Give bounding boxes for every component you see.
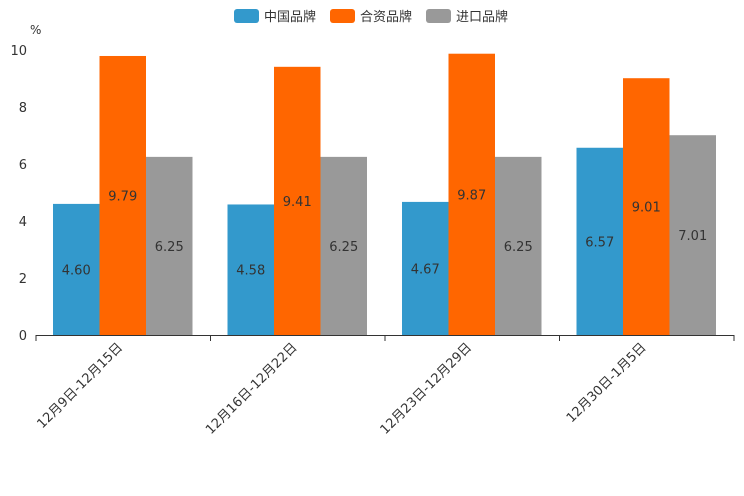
bar: [669, 135, 716, 335]
bar: [146, 156, 193, 335]
bar: [576, 147, 623, 335]
x-tick-label: 12月23日-12月29日: [378, 340, 475, 437]
data-label: 7.01: [678, 229, 707, 244]
x-tick-label: 12月30日-1月5日: [564, 340, 650, 426]
bar: [623, 78, 670, 335]
data-label: 9.01: [632, 201, 661, 216]
x-axis: 12月9日-12月15日 12月16日-12月22日 12月23日-12月29日 12…: [34, 335, 735, 438]
bars: 4.60 9.79 6.25 4.58 9.41 6.25 4.67 9.87 6.25 6.57…: [53, 53, 716, 336]
data-label: 6.57: [585, 235, 614, 250]
legend: 中国品牌 合资品牌 进口品牌: [234, 9, 508, 25]
data-label: 4.67: [411, 262, 440, 277]
data-label: 4.60: [62, 263, 91, 278]
bar: [274, 66, 321, 335]
y-tick-label: 6: [19, 158, 27, 173]
bar: [495, 156, 542, 335]
legend-swatch: [234, 9, 259, 23]
bar: [320, 156, 367, 335]
legend-swatch: [426, 9, 451, 23]
bar: [227, 204, 274, 335]
legend-swatch: [330, 9, 355, 23]
y-tick-label: 4: [19, 215, 27, 230]
data-label: 9.41: [283, 195, 312, 210]
legend-label: 合资品牌: [360, 9, 412, 25]
bar: [402, 201, 449, 335]
legend-label: 中国品牌: [264, 9, 316, 25]
x-tick-label: 12月16日-12月22日: [203, 340, 300, 437]
data-label: 6.25: [504, 240, 533, 255]
bar: [99, 55, 146, 336]
y-axis-unit: %: [30, 23, 41, 37]
data-label: 6.25: [329, 240, 358, 255]
legend-label: 进口品牌: [456, 9, 508, 25]
data-label: 4.58: [236, 264, 265, 279]
data-label: 9.87: [457, 188, 486, 203]
data-label: 9.79: [108, 189, 137, 204]
bar: [448, 53, 495, 335]
y-axis: 0 2 4 6 8 10: [10, 44, 27, 344]
bar: [53, 203, 100, 335]
y-tick-label: 8: [19, 101, 27, 116]
y-tick-label: 10: [10, 44, 27, 59]
data-label: 6.25: [155, 240, 184, 255]
x-tick-label: 12月9日-12月15日: [34, 340, 126, 432]
y-tick-label: 0: [19, 329, 27, 344]
y-tick-label: 2: [19, 272, 27, 287]
